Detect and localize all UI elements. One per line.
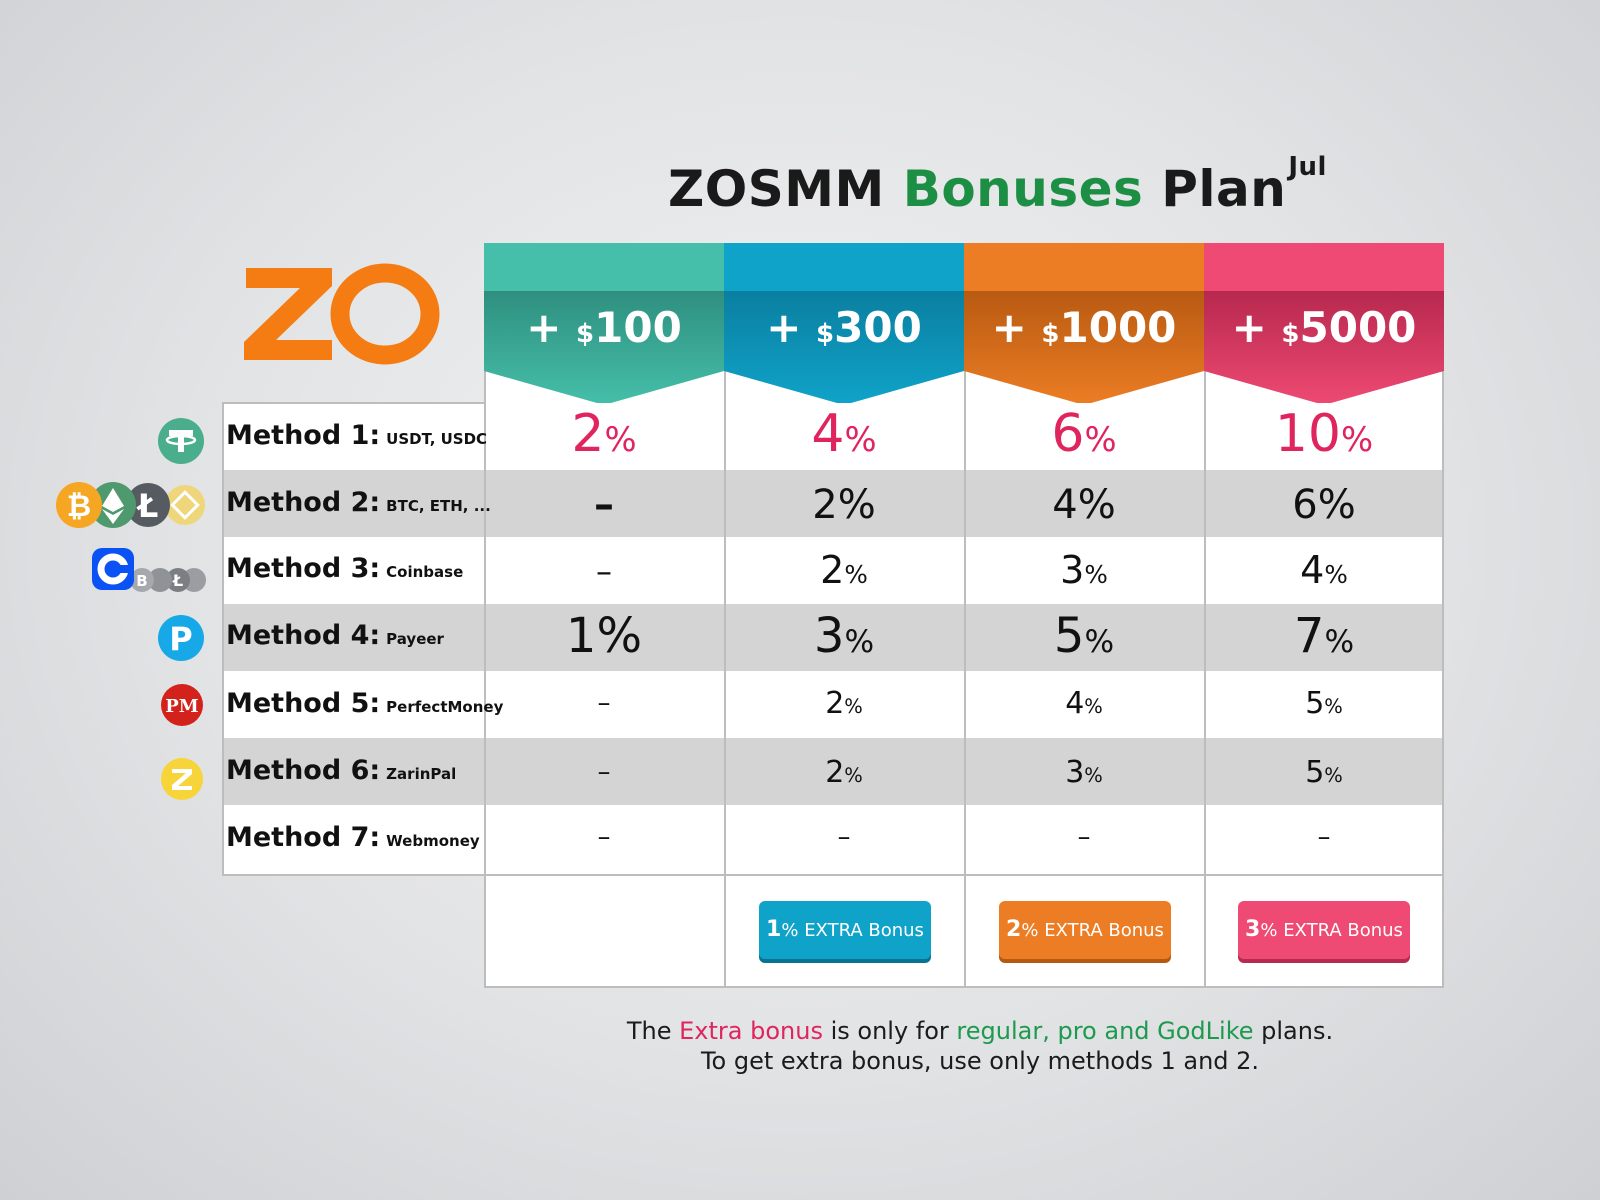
grid-line — [724, 370, 726, 988]
value-cell: 5% — [1053, 608, 1115, 664]
value-cell: – — [594, 482, 614, 528]
value-cell: 4% — [1065, 686, 1103, 721]
tether-icon — [158, 418, 204, 464]
table-row — [222, 604, 1444, 671]
zo-logo — [244, 263, 440, 365]
title-plan: Plan — [1161, 160, 1287, 218]
svg-text:₿: ₿ — [67, 489, 91, 524]
method-label-5: Method 5: PerfectMoney — [226, 688, 504, 719]
value-cell: 3% — [813, 608, 875, 664]
value-cell: 4% — [1300, 548, 1348, 592]
table-row — [222, 470, 1444, 537]
value-cell: – — [1317, 822, 1331, 852]
value-cell: 10% — [1274, 404, 1374, 464]
plan-header-label: + $1000 — [991, 303, 1177, 352]
svg-text:B: B — [136, 572, 147, 590]
method-label-3: Method 3: Coinbase — [226, 553, 464, 584]
plan-header-5000: + $5000 — [1204, 243, 1444, 403]
value-cell: 7% — [1293, 608, 1355, 664]
value-cell: 2% — [820, 548, 868, 592]
value-cell: 1% — [565, 608, 643, 664]
footer-line-1: The Extra bonus is only for regular, pro… — [626, 1017, 1334, 1045]
value-cell: – — [597, 822, 611, 852]
title-brand: ZOSMM — [668, 160, 885, 218]
extra-bonus-2-button[interactable]: 2% EXTRA Bonus — [999, 901, 1171, 959]
value-cell: 2% — [825, 686, 863, 721]
coinbase-icon: Ł B — [92, 548, 206, 592]
table-row — [222, 738, 1444, 805]
zarinpal-icon — [161, 758, 203, 800]
method-label-2: Method 2: BTC, ETH, ... — [226, 487, 491, 518]
footer-note: The Extra bonus is only for regular, pro… — [500, 1016, 1460, 1076]
svg-text:Ł: Ł — [136, 487, 159, 525]
crypto-coins-icon: Ł ₿ — [56, 482, 205, 528]
svg-text:P: P — [169, 620, 192, 658]
plan-header-label: + $300 — [766, 303, 922, 352]
grid-line — [222, 402, 224, 876]
title-bonuses: Bonuses — [902, 160, 1144, 218]
value-cell: 2% — [812, 482, 876, 528]
grid-line — [222, 402, 484, 404]
value-cell: 3% — [1065, 755, 1103, 790]
extra-bonus-3-button[interactable]: 3% EXTRA Bonus — [1238, 901, 1410, 959]
value-cell: 2% — [825, 755, 863, 790]
extra-bonus-1-button[interactable]: 1% EXTRA Bonus — [759, 901, 931, 959]
value-cell: 6% — [1051, 404, 1117, 464]
title-month: Jul — [1288, 152, 1327, 182]
value-cell: – — [1077, 822, 1091, 852]
method-label-7: Method 7: Webmoney — [226, 822, 480, 853]
grid-line — [1442, 243, 1444, 988]
method-label-1: Method 1: USDT, USDC — [226, 420, 488, 451]
value-cell: – — [597, 757, 611, 787]
plan-header-1000: + $1000 — [964, 243, 1204, 403]
svg-text:PM: PM — [165, 696, 199, 717]
payeer-icon: P — [158, 615, 204, 661]
plan-header-300: + $300 — [724, 243, 964, 403]
value-cell: – — [837, 822, 851, 852]
value-cell: – — [596, 552, 612, 590]
method-label-4: Method 4: Payeer — [226, 620, 444, 651]
value-cell: 3% — [1060, 548, 1108, 592]
value-cell: 5% — [1305, 686, 1343, 721]
value-cell: 5% — [1305, 755, 1343, 790]
value-cell: 6% — [1292, 482, 1356, 528]
value-cell: – — [597, 688, 611, 718]
value-cell: 4% — [1052, 482, 1116, 528]
value-cell: 4% — [811, 404, 877, 464]
svg-text:Ł: Ł — [172, 571, 183, 590]
page-title: ZOSMM Bonuses PlanJul — [668, 152, 1388, 218]
grid-line — [484, 986, 1444, 988]
plan-header-label: + $5000 — [1231, 303, 1417, 352]
grid-line — [964, 370, 966, 988]
grid-line — [1204, 370, 1206, 988]
grid-line — [484, 243, 486, 988]
footer-line-2: To get extra bonus, use only methods 1 a… — [700, 1047, 1260, 1075]
plan-header-label: + $100 — [526, 303, 682, 352]
value-cell: 2% — [571, 404, 637, 464]
grid-line — [222, 874, 1444, 876]
perfectmoney-icon: PM — [161, 684, 203, 726]
plan-header-100: + $100 — [484, 243, 724, 403]
method-label-6: Method 6: ZarinPal — [226, 755, 457, 786]
